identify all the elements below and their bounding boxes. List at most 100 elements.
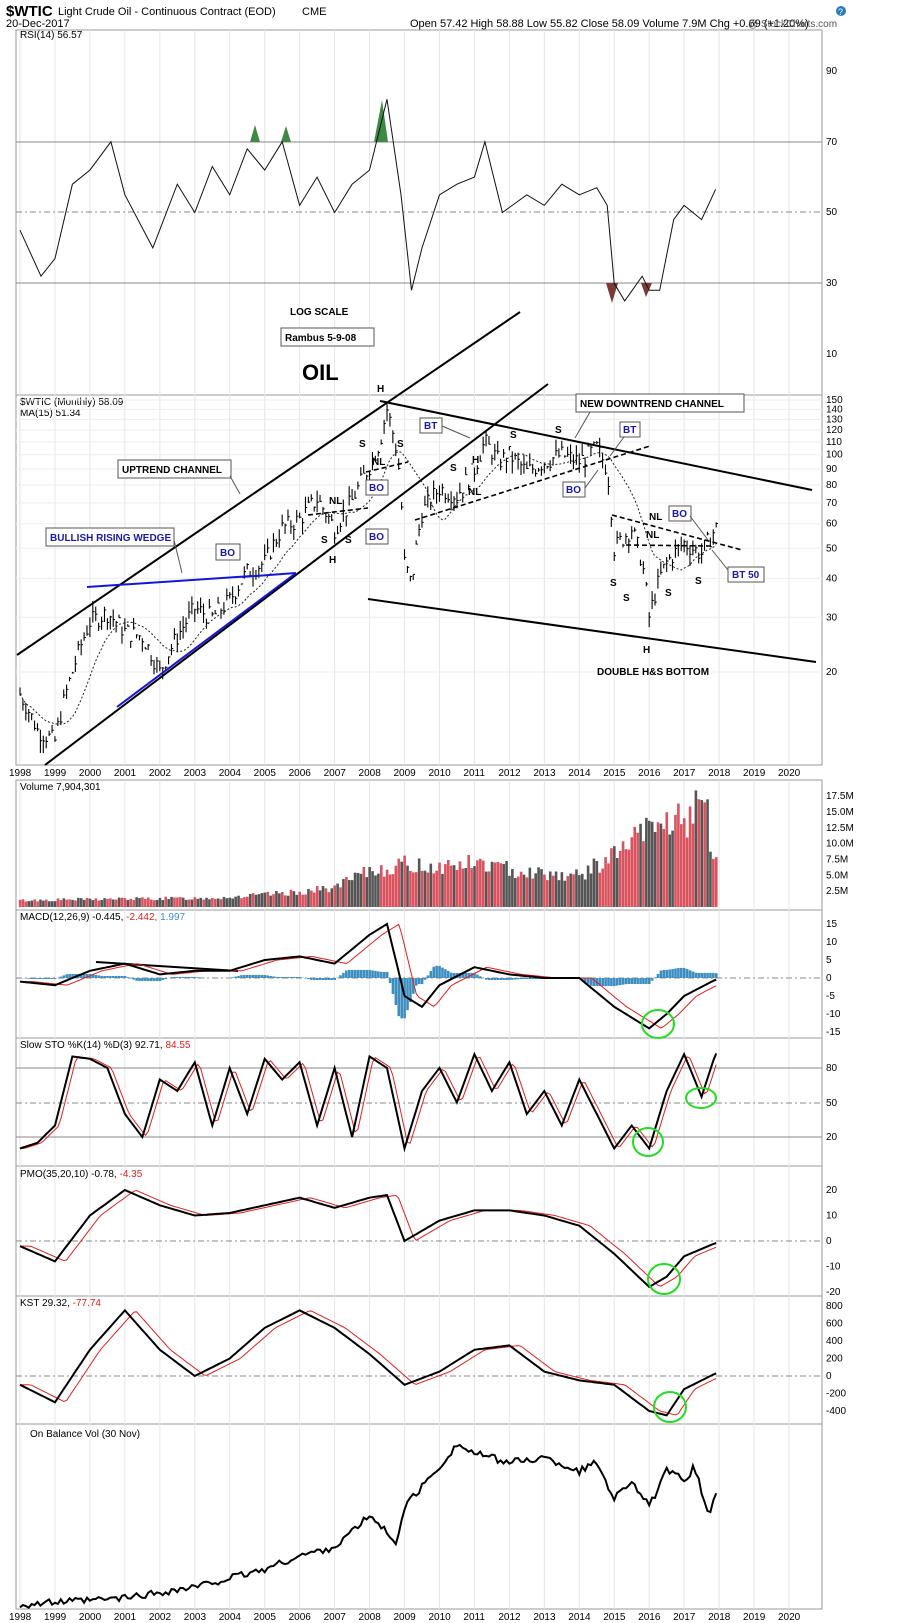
x-tick-year: 2012 xyxy=(498,1612,521,1623)
volume-bar xyxy=(479,858,482,907)
x-tick-year: 1998 xyxy=(9,768,32,779)
bo-box xyxy=(668,505,692,522)
macd-hist-bar xyxy=(353,969,357,978)
macd-hist-bar xyxy=(464,972,468,978)
volume-bar xyxy=(155,899,159,907)
volume-bar xyxy=(79,898,83,907)
macd-hist-bar xyxy=(283,976,287,978)
bo-label-2008: BO xyxy=(369,483,384,494)
rsi-line xyxy=(19,99,717,302)
macd-hist-bar xyxy=(525,978,529,980)
macd-hist-bar xyxy=(123,975,127,978)
macd-hist-bar xyxy=(589,978,593,986)
volume-bar xyxy=(630,837,634,907)
volume-bar xyxy=(452,865,456,907)
macd-hist-bar xyxy=(645,978,648,985)
volume-bar xyxy=(65,899,69,907)
x-tick-year: 2012 xyxy=(498,768,521,779)
macd-hist-bar xyxy=(650,978,654,981)
volume-bar xyxy=(682,818,686,907)
volume-bar xyxy=(45,899,48,907)
x-axis-price: 1998 1999 2000 2001 2002 2003 2004 2005 2006 2007… xyxy=(9,768,801,779)
neckline-2007 xyxy=(307,507,369,516)
volume-bar xyxy=(298,891,302,907)
volume-bar xyxy=(97,900,101,907)
volume-bar xyxy=(653,832,657,907)
obv-panel: On Balance Vol (30 Nov) xyxy=(19,1429,718,1609)
rsi-oversold-fill xyxy=(641,283,652,297)
volume-bar xyxy=(208,899,211,907)
price-tick-label: 120 xyxy=(826,425,843,436)
volume-bar xyxy=(213,898,217,907)
help-icon[interactable]: ? xyxy=(836,6,846,17)
volume-bar xyxy=(642,841,645,907)
macd-hist-bar xyxy=(117,975,121,978)
volume-bar xyxy=(269,895,272,907)
x-tick-year: 2017 xyxy=(673,768,696,779)
volume-bar xyxy=(53,901,57,907)
volume-bar xyxy=(610,848,613,907)
volume-bar xyxy=(499,863,503,907)
volume-bar xyxy=(490,861,494,907)
rsi-title: RSI(14) 56.57 xyxy=(20,30,83,41)
macd-hist-bar xyxy=(280,976,284,978)
volume-bar xyxy=(345,876,348,907)
volume-bar xyxy=(464,867,468,907)
macd-hist-bar xyxy=(502,978,505,981)
volume-bar xyxy=(502,863,505,907)
volume-bar xyxy=(202,899,205,907)
chart-exchange: CME xyxy=(302,6,326,18)
volume-bar xyxy=(82,899,86,907)
volume-bar xyxy=(193,897,197,907)
volume-bar xyxy=(39,899,42,907)
oil-annotations: LOG SCALE Rambus 5-9-08 OIL UPTREND CHAN… xyxy=(45,307,765,678)
kst-tick-label: 800 xyxy=(826,1301,843,1312)
volume-tick-label: 7.5M xyxy=(826,855,848,866)
macd-hist-bar xyxy=(339,975,342,978)
volume-bar xyxy=(543,874,546,907)
volume-bar xyxy=(680,824,683,907)
macd-hist-bar xyxy=(633,978,637,985)
sto-k-line xyxy=(19,1051,718,1153)
macd-title: MACD(12,26,9) -0.445, -2.442, 1.997 xyxy=(20,912,186,923)
volume-bar xyxy=(557,880,561,907)
volume-bar xyxy=(685,837,689,907)
downtrend-channel-upper xyxy=(379,400,813,491)
volume-bar xyxy=(551,875,555,907)
macd-hist-bar xyxy=(604,978,607,987)
volume-bar xyxy=(318,890,322,907)
price-tick-label: 20 xyxy=(826,667,838,678)
volume-bar xyxy=(176,897,179,907)
macd-hist-bar xyxy=(97,975,101,978)
downtrend-channel-lower xyxy=(367,598,817,663)
macd-hist-bar xyxy=(33,978,36,980)
macd-hist-bar xyxy=(656,973,660,978)
volume-bar xyxy=(426,872,430,907)
volume-bars xyxy=(18,790,718,907)
volume-bar xyxy=(219,899,223,907)
head-label: H xyxy=(472,455,479,466)
volume-bar xyxy=(336,883,339,907)
macd-hist-bar xyxy=(487,978,491,981)
macd-hist-bar xyxy=(199,977,202,978)
macd-hist-bar xyxy=(330,978,334,981)
macd-hist-bar xyxy=(493,978,497,981)
volume-bar xyxy=(146,897,150,907)
bo-label-2009: BO xyxy=(369,532,384,543)
macd-hist-bar xyxy=(697,972,701,978)
volume-bar xyxy=(330,888,334,907)
volume-bar xyxy=(403,855,406,907)
volume-bar xyxy=(519,871,523,907)
volume-bar xyxy=(645,817,648,907)
macd-hist-bar xyxy=(272,976,275,978)
macd-hist-bar xyxy=(246,974,249,978)
volume-bar xyxy=(374,875,377,907)
macd-hist-bar xyxy=(484,978,488,980)
volume-bar xyxy=(327,892,331,907)
volume-title: Volume 7,904,301 xyxy=(20,782,101,793)
macd-hist-bar xyxy=(423,978,427,980)
x-tick-year: 2013 xyxy=(533,1612,556,1623)
macd-hist-bar xyxy=(263,974,267,978)
volume-bar xyxy=(246,896,249,907)
volume-bar xyxy=(627,849,631,907)
